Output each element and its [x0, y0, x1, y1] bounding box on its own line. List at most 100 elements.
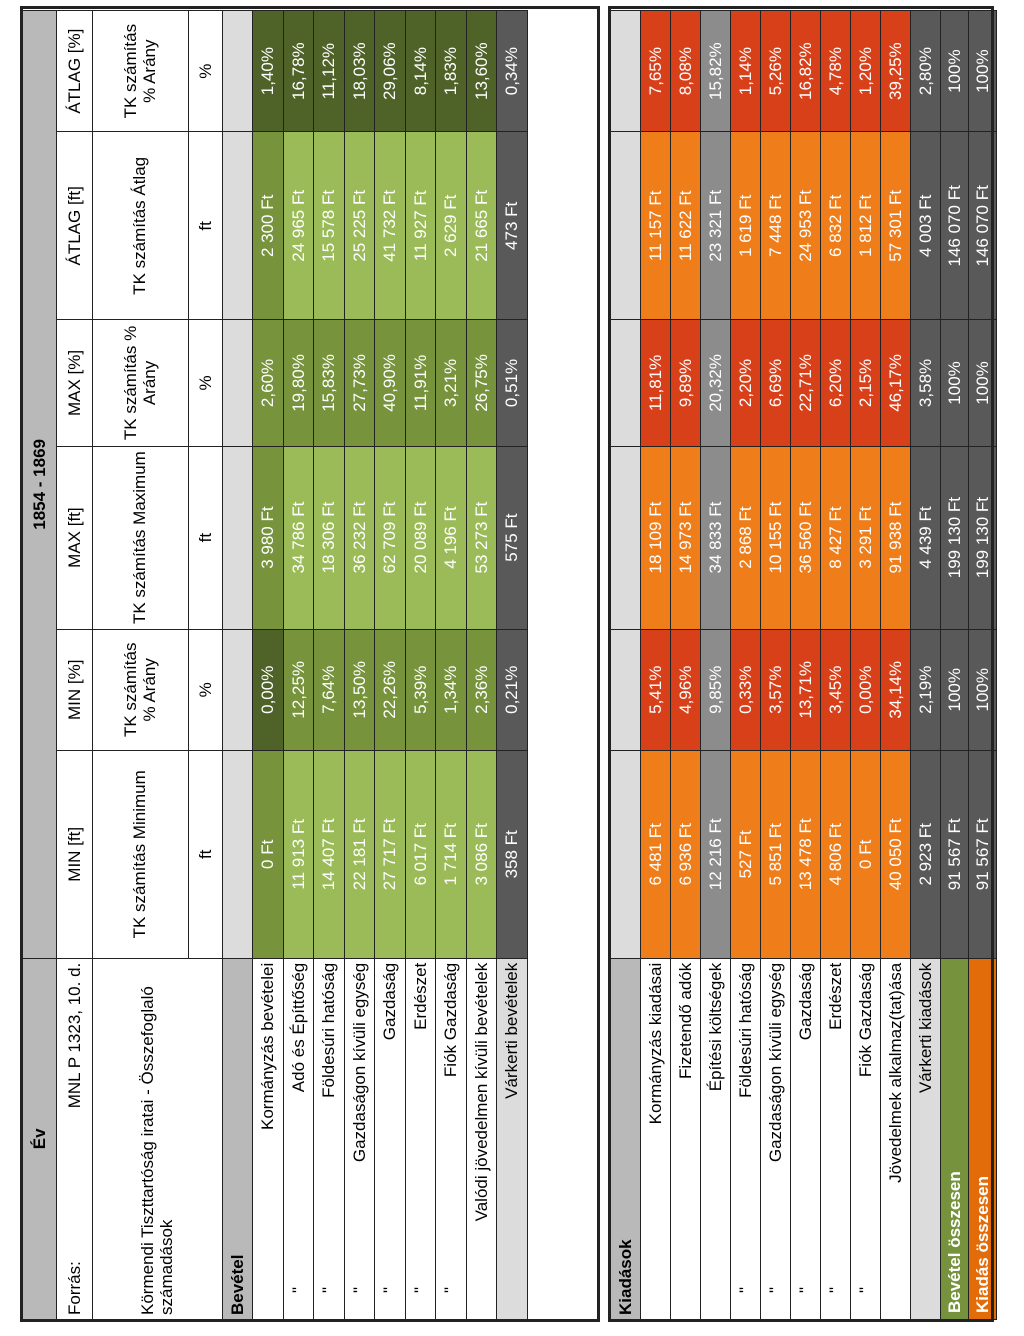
- expense-row-label: " Gazdaság: [790, 958, 821, 1320]
- expense-value-cell: 57 301 Ft: [880, 131, 911, 320]
- revenue-value-cell: 22 181 Ft: [344, 750, 375, 959]
- revenue-row-label: " Erdészet: [405, 958, 436, 1320]
- col-desc-max-pct: TK számítás % Arány: [92, 319, 189, 447]
- total-row: Kiadás összesen 91 567 Ft 100% 199 130 Ft 10…: [968, 10, 997, 1320]
- expense-row: " Gazdaság 13 478 Ft 13,71% 36 560 Ft 22,71% 2…: [790, 10, 821, 1320]
- expense-value-cell: 22,71%: [790, 319, 821, 447]
- expense-row-label: " Földesúri hatóság: [730, 958, 761, 1320]
- year-row: Év 1854 - 1869: [22, 10, 57, 1320]
- row-label-text: Földesúri hatóság: [319, 962, 339, 1098]
- revenue-value-cell: 2,60%: [252, 319, 283, 447]
- source-description: Körmendi Tiszttartóság iratai - Összefog…: [92, 958, 223, 1320]
- expense-value-cell: 1,14%: [730, 10, 761, 132]
- expense-row-label: Építési költségek: [700, 958, 731, 1320]
- ditto-mark: ": [766, 1286, 785, 1293]
- col-unit-avg-pct: %: [188, 10, 223, 132]
- revenue-row-label: " Gazdaságon kívüli egység: [344, 958, 375, 1320]
- revenue-value-cell: 0,00%: [252, 629, 283, 751]
- revenue-value-cell: 575 Ft: [496, 446, 527, 630]
- col-unit-avg-ft: ft: [188, 131, 223, 320]
- revenue-value-cell: 27,73%: [344, 319, 375, 447]
- ditto-mark: ": [319, 1286, 339, 1293]
- row-label-text: Valódi jövedelmen kívüli bevételek: [471, 962, 491, 1222]
- expense-value-cell: 40 050 Ft: [880, 750, 911, 959]
- revenue-value-cell: 16,78%: [283, 10, 314, 132]
- expense-value-cell: 7,65%: [640, 10, 671, 132]
- expense-value-cell: 8,08%: [670, 10, 701, 132]
- revenue-value-cell: 7,64%: [313, 629, 344, 751]
- revenue-value-cell: 34 786 Ft: [283, 446, 314, 630]
- revenue-value-cell: 22,26%: [374, 629, 405, 751]
- revenue-row-label: " Adó és Építtőség: [283, 958, 314, 1320]
- total-row-label: Kiadás összesen: [968, 958, 997, 1320]
- revenue-section-spacer: [222, 319, 253, 447]
- revenue-value-cell: 24 965 Ft: [283, 131, 314, 320]
- expense-value-cell: 34 833 Ft: [700, 446, 731, 630]
- expense-value-cell: 0,00%: [850, 629, 881, 751]
- revenue-value-cell: 15 578 Ft: [313, 131, 344, 320]
- expense-value-cell: 2,80%: [910, 10, 941, 132]
- revenue-value-cell: 3 980 Ft: [252, 446, 283, 630]
- expense-value-cell: 39,25%: [880, 10, 911, 132]
- revenue-row-label: Kormányzás bevételei: [252, 958, 283, 1320]
- revenue-value-cell: 0 Ft: [252, 750, 283, 959]
- expenses-section-spacer: [610, 446, 641, 630]
- revenue-value-cell: 36 232 Ft: [344, 446, 375, 630]
- source-value: MNL P 1323, 10. d.: [65, 962, 84, 1109]
- expense-row: Jövedelmek alkalmaz(tat)ása 40 050 Ft 34,1…: [880, 10, 911, 1320]
- total-value-cell: 199 130 Ft: [968, 446, 997, 630]
- total-value-cell: 91 567 Ft: [968, 750, 997, 959]
- row-label-text: Gazdaság: [380, 962, 400, 1041]
- expense-value-cell: 2,20%: [730, 319, 761, 447]
- revenue-value-cell: 1,83%: [435, 10, 466, 132]
- revenue-value-cell: 11,91%: [405, 319, 436, 447]
- expense-row: " Gazdaságon kívüli egység 5 851 Ft 3,57% 10…: [760, 10, 791, 1320]
- revenue-value-cell: 26,75%: [466, 319, 497, 447]
- revenue-value-cell: 3 086 Ft: [466, 750, 497, 959]
- expense-value-cell: 6,69%: [760, 319, 791, 447]
- expense-value-cell: 24 953 Ft: [790, 131, 821, 320]
- total-value-cell: 100%: [968, 319, 997, 447]
- expense-value-cell: 3,57%: [760, 629, 791, 751]
- revenue-row: " Erdészet 6 017 Ft 5,39% 20 089 Ft 11,91% 11 …: [405, 10, 436, 1320]
- expense-value-cell: 0 Ft: [850, 750, 881, 959]
- expense-value-cell: 6 481 Ft: [640, 750, 671, 959]
- revenue-section-spacer: [222, 131, 253, 320]
- revenue-value-cell: 11,12%: [313, 10, 344, 132]
- expense-value-cell: 91 938 Ft: [880, 446, 911, 630]
- expense-value-cell: 2 923 Ft: [910, 750, 941, 959]
- revenue-value-cell: 19,80%: [283, 319, 314, 447]
- source-prefix: Forrás:: [65, 1261, 84, 1315]
- expense-value-cell: 1 812 Ft: [850, 131, 881, 320]
- revenue-value-cell: 13,60%: [466, 10, 497, 132]
- revenue-value-cell: 20 089 Ft: [405, 446, 436, 630]
- col-desc-min-ft: TK számítás Minimum: [92, 750, 189, 959]
- ditto-mark: ": [349, 1286, 369, 1293]
- total-value-cell: 100%: [968, 629, 997, 751]
- expense-value-cell: 12 216 Ft: [700, 750, 731, 959]
- expense-value-cell: 3,58%: [910, 319, 941, 447]
- revenue-value-cell: 5,39%: [405, 629, 436, 751]
- revenue-row: " Földesúri hatóság 14 407 Ft 7,64% 18 306 F…: [313, 10, 344, 1320]
- revenue-row: " Gazdaságon kívüli egység 22 181 Ft 13,50%…: [344, 10, 375, 1320]
- revenue-row: Kormányzás bevételei 0 Ft 0,00% 3 980 Ft 2,6…: [252, 10, 283, 1320]
- revenue-value-cell: 18,03%: [344, 10, 375, 132]
- expense-value-cell: 16,82%: [790, 10, 821, 132]
- expense-value-cell: 2 868 Ft: [730, 446, 761, 630]
- revenue-section-spacer: [222, 750, 253, 959]
- expense-value-cell: 1,20%: [850, 10, 881, 132]
- ditto-mark: ": [288, 1286, 308, 1293]
- expense-value-cell: 5,41%: [640, 629, 671, 751]
- expense-value-cell: 23 321 Ft: [700, 131, 731, 320]
- row-label-text: Gazdaságon kívüli egység: [766, 962, 785, 1163]
- revenue-section-spacer: [222, 446, 253, 630]
- ditto-mark: ": [826, 1286, 845, 1293]
- revenue-row-label: " Földesúri hatóság: [313, 958, 344, 1320]
- expense-row: " Erdészet 4 806 Ft 3,45% 8 427 Ft 6,20% 6 832…: [820, 10, 851, 1320]
- expense-value-cell: 4,96%: [670, 629, 701, 751]
- revenue-value-cell: 14 407 Ft: [313, 750, 344, 959]
- revenue-row-label: Valódi jövedelmen kívüli bevételek: [466, 958, 497, 1320]
- row-label-text: Adó és Építtőség: [288, 962, 308, 1093]
- total-row-label: Bevétel összesen: [940, 958, 969, 1320]
- expense-value-cell: 5 851 Ft: [760, 750, 791, 959]
